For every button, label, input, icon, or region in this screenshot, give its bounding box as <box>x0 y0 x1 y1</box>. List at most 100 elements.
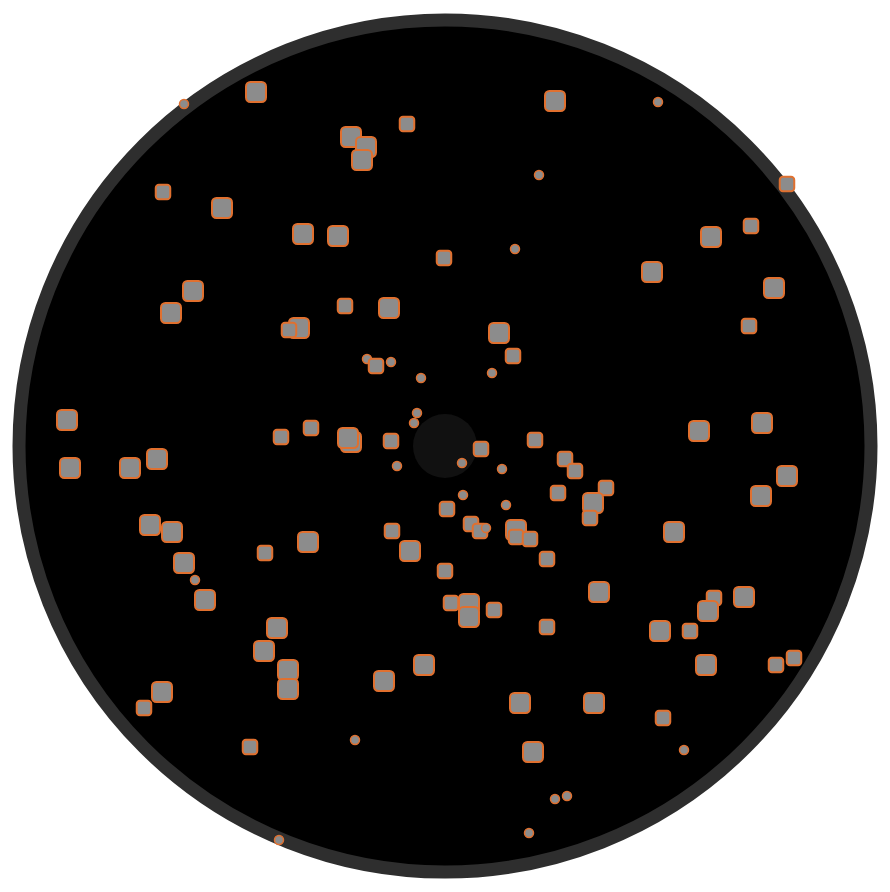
point <box>137 701 152 716</box>
point <box>338 299 353 314</box>
point <box>304 421 319 436</box>
point <box>510 693 530 713</box>
point <box>458 459 467 468</box>
point <box>509 530 524 545</box>
point <box>278 679 298 699</box>
point <box>583 511 598 526</box>
point <box>385 524 400 539</box>
point <box>680 746 689 755</box>
point <box>267 618 287 638</box>
point <box>683 624 698 639</box>
point <box>191 576 200 585</box>
point <box>338 428 358 448</box>
point <box>474 442 489 457</box>
point <box>254 641 274 661</box>
point <box>417 374 426 383</box>
point <box>413 409 422 418</box>
point <box>156 185 171 200</box>
point <box>393 462 402 471</box>
point <box>328 226 348 246</box>
point <box>482 524 491 533</box>
point <box>438 564 453 579</box>
point <box>369 359 384 374</box>
point <box>696 655 716 675</box>
point <box>511 245 520 254</box>
point <box>57 410 77 430</box>
point <box>502 501 511 510</box>
point <box>140 515 160 535</box>
point <box>437 251 452 266</box>
point <box>152 682 172 702</box>
point <box>742 319 757 334</box>
point <box>459 607 479 627</box>
point <box>540 552 555 567</box>
points <box>57 82 801 845</box>
point <box>414 655 434 675</box>
point <box>351 736 360 745</box>
point <box>752 413 772 433</box>
center-disc <box>413 414 477 478</box>
point <box>183 281 203 301</box>
point <box>523 532 538 547</box>
point <box>551 486 566 501</box>
chart <box>0 0 890 892</box>
point <box>180 100 189 109</box>
point <box>584 693 604 713</box>
point <box>769 658 784 673</box>
point <box>734 587 754 607</box>
point <box>161 303 181 323</box>
point <box>387 358 396 367</box>
point <box>535 171 544 180</box>
point <box>212 198 232 218</box>
point <box>744 219 759 234</box>
point <box>523 742 543 762</box>
point <box>656 711 671 726</box>
point <box>489 323 509 343</box>
point <box>444 596 459 611</box>
point <box>589 582 609 602</box>
point <box>654 98 663 107</box>
point <box>195 590 215 610</box>
point <box>751 486 771 506</box>
point <box>374 671 394 691</box>
point <box>147 449 167 469</box>
point <box>60 458 80 478</box>
point <box>352 150 372 170</box>
point <box>568 464 583 479</box>
point <box>689 421 709 441</box>
point <box>528 433 543 448</box>
point <box>440 502 455 517</box>
point <box>540 620 555 635</box>
point <box>650 621 670 641</box>
point <box>563 792 572 801</box>
point <box>525 829 534 838</box>
point <box>764 278 784 298</box>
point <box>274 430 289 445</box>
point <box>275 836 284 845</box>
point <box>293 224 313 244</box>
point <box>488 369 497 378</box>
point <box>410 419 419 428</box>
point <box>258 546 273 561</box>
point <box>400 541 420 561</box>
point <box>246 82 266 102</box>
point <box>498 465 507 474</box>
point <box>777 466 797 486</box>
point <box>243 740 258 755</box>
point <box>506 349 521 364</box>
point <box>545 91 565 111</box>
point <box>487 603 502 618</box>
point <box>787 651 802 666</box>
point <box>551 795 560 804</box>
field <box>19 20 871 872</box>
point <box>400 117 415 132</box>
point <box>298 532 318 552</box>
point <box>162 522 182 542</box>
point <box>379 298 399 318</box>
point <box>701 227 721 247</box>
point <box>278 660 298 680</box>
point <box>698 601 718 621</box>
point <box>282 323 297 338</box>
point <box>174 553 194 573</box>
point <box>642 262 662 282</box>
